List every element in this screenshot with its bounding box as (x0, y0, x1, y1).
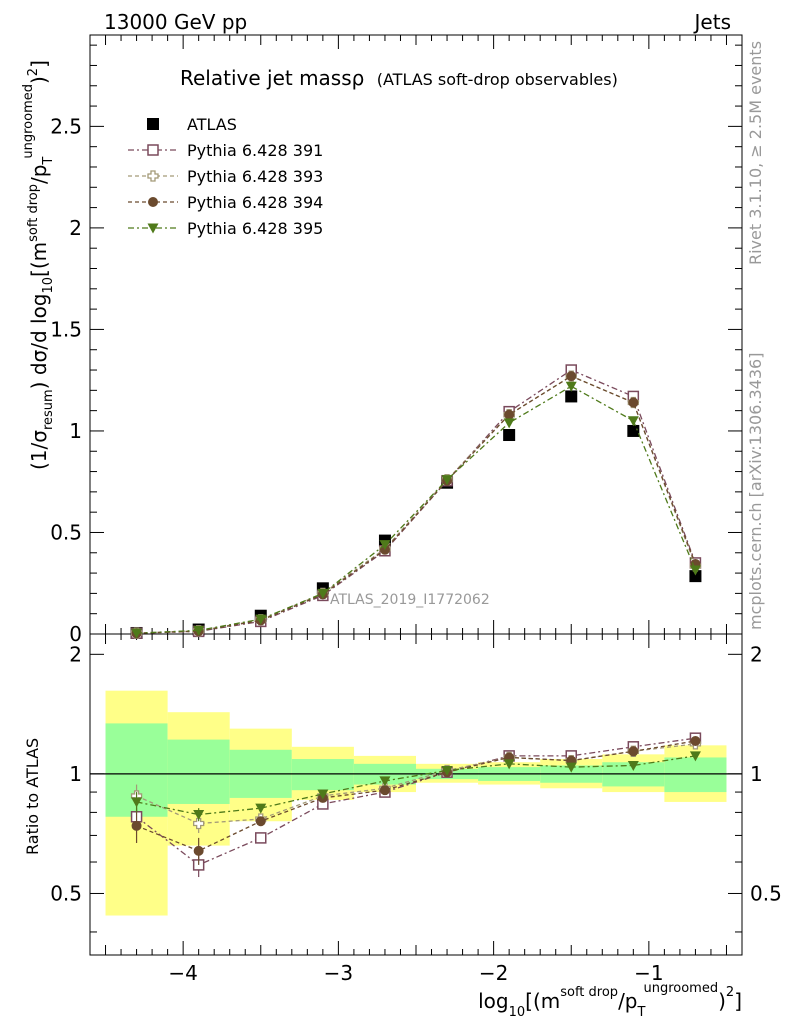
ratio-point-394 (379, 785, 390, 796)
legend-entry-391: Pythia 6.428 391 (128, 141, 323, 160)
ratio-point-395 (379, 776, 391, 787)
plot-title: Relative jet massρ (ATLAS soft-drop obse… (180, 66, 618, 90)
legend-label: Pythia 6.428 394 (187, 193, 323, 212)
legend-marker-391 (147, 144, 159, 156)
data-point-395 (689, 565, 701, 576)
data-point-ATLAS (565, 390, 578, 403)
ratio-bands (105, 690, 727, 916)
ratio-point-394 (131, 820, 142, 831)
legend: ATLAS Pythia 6.428 391 Pythia 6.428 393 Pyt… (128, 115, 323, 238)
legend-label: Pythia 6.428 395 (187, 219, 323, 238)
ratio-point-394 (255, 816, 266, 827)
ratio-point-395 (131, 797, 143, 808)
ratio-y-tick-label-right: 1 (750, 762, 763, 786)
data-point-395 (379, 540, 391, 551)
legend-marker-394 (148, 197, 158, 207)
data-point-395 (441, 475, 453, 486)
data-point-394 (566, 371, 577, 382)
ratio-point-395 (193, 810, 205, 821)
ratio-point-394 (628, 746, 639, 757)
ratio-point-394 (690, 736, 701, 747)
top-ylabel: (1/σresum) dσ/d log10[(msoft drop/pTungr… (21, 60, 56, 470)
ratio-line-393 (136, 743, 696, 825)
ratio-point-394 (193, 845, 204, 856)
y-tick-label: 0 (69, 622, 82, 646)
band-green-bin (167, 739, 230, 804)
x-tick-label: −3 (324, 961, 353, 985)
legend-marker-395 (147, 223, 159, 234)
y-tick-label: 1 (69, 419, 82, 443)
data-point-395 (255, 614, 267, 625)
ratio-point-393 (193, 817, 205, 830)
data-point-ATLAS (689, 570, 702, 583)
legend-label: Pythia 6.428 393 (187, 167, 323, 186)
y-tick-label: 0.5 (50, 520, 82, 544)
ratio-point-395 (627, 760, 639, 771)
data-point-ATLAS (627, 424, 640, 437)
ratio-y-tick-label-right: 0.5 (750, 881, 782, 905)
data-point-395 (131, 628, 143, 639)
y-tick-label: 2 (69, 216, 82, 240)
legend-entry-ATLAS: ATLAS (147, 115, 237, 134)
legend-entry-395: Pythia 6.428 395 (128, 219, 323, 238)
plot-title-main: Relative jet massρ (180, 66, 364, 90)
ratio-y-tick-label: 1 (69, 762, 82, 786)
header-right: Jets (693, 10, 731, 34)
data-point-394 (628, 397, 639, 408)
legend-label: ATLAS (187, 115, 237, 134)
ratio-y-tick-label: 0.5 (50, 881, 82, 905)
data-point-395 (193, 625, 205, 636)
ratio-series-394 (131, 736, 701, 865)
data-point-395 (565, 381, 577, 392)
data-point-395 (627, 416, 639, 427)
data-point-ATLAS (503, 429, 516, 442)
legend-marker-ATLAS (147, 118, 159, 130)
ratio-line-394 (136, 740, 696, 852)
y-tick-label: 2.5 (50, 114, 82, 138)
ratio-ylabel: Ratio to ATLAS (23, 738, 42, 855)
band-green-bin (291, 759, 354, 791)
ratio-y-tick-label: 2 (69, 642, 82, 666)
legend-marker-393 (147, 170, 159, 182)
ratio-series-395 (131, 751, 701, 822)
ratio-point-395 (565, 762, 577, 773)
mcplots-label: mcplots.cern.ch [arXiv:1306.3436] (746, 353, 765, 630)
ratio-y-tick-label-right: 2 (750, 642, 763, 666)
data-point-395 (317, 588, 329, 599)
ratio-point-391 (255, 832, 267, 844)
y-tick-label: 1.5 (50, 317, 82, 341)
data-point-395 (503, 418, 515, 429)
ratio-point-395 (255, 803, 267, 814)
analysis-watermark: ATLAS_2019_I1772062 (330, 592, 490, 608)
legend-entry-393: Pythia 6.428 393 (128, 167, 323, 186)
ratio-point-395 (317, 789, 329, 800)
axes: −4 −3 −2 −1 0 0.5 1 1.5 2 2.5 0.5 0.5 1 1 2 2 (50, 34, 782, 985)
rivet-label: Rivet 3.1.10, ≥ 2.5M events (746, 41, 765, 265)
ratio-point-395 (503, 759, 515, 770)
ratio-point-395 (689, 751, 701, 762)
header-left: 13000 GeV pp (104, 10, 247, 34)
x-tick-label: −4 (168, 961, 197, 985)
ratio-line-395 (136, 755, 696, 816)
band-green-bin (664, 757, 727, 793)
series-395 (131, 381, 701, 639)
series-layer (130, 364, 702, 878)
plot-title-sub: (ATLAS soft-drop observables) (377, 70, 618, 89)
legend-entry-394: Pythia 6.428 394 (128, 193, 323, 212)
legend-label: Pythia 6.428 391 (187, 141, 323, 160)
series-line-394 (136, 375, 697, 634)
ratio-line-391 (136, 737, 696, 866)
ratio-point-395 (441, 765, 453, 776)
x-tick-label: −1 (634, 961, 663, 985)
x-tick-label: −2 (479, 961, 508, 985)
series-line-395 (136, 385, 697, 634)
data-point-394 (504, 409, 515, 420)
xlabel: log10[(msoft drop/pTungroomed)2] (478, 981, 742, 1020)
